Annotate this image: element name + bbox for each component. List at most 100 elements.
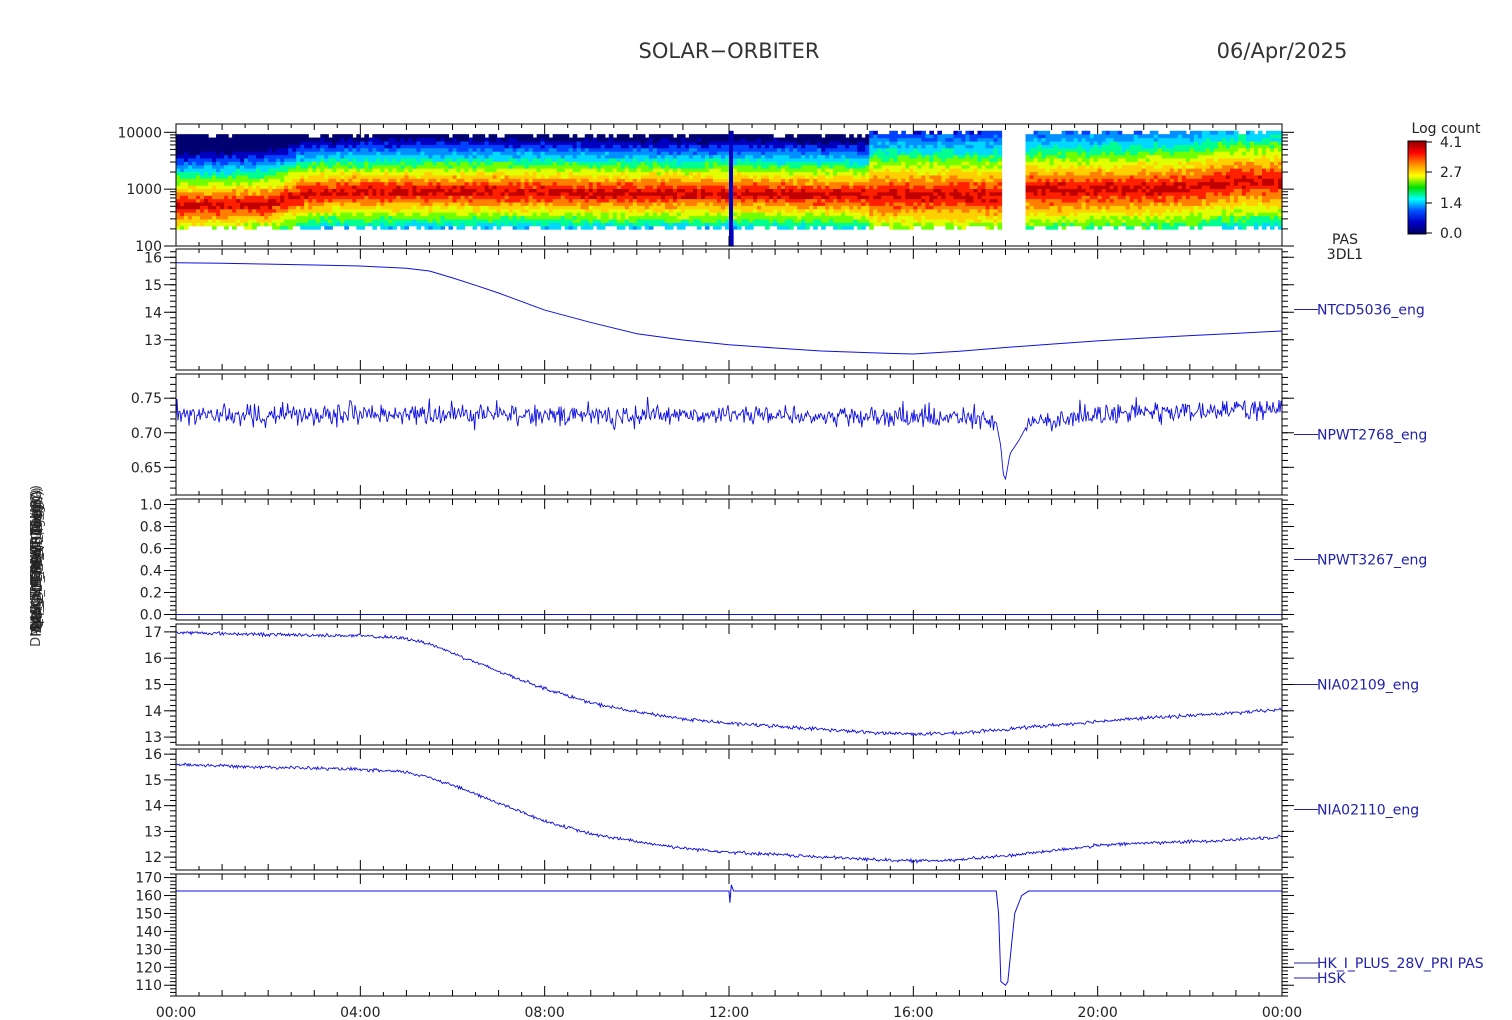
spectrogram-cell: [232, 218, 237, 223]
spectrogram-cell: [196, 151, 201, 156]
spectrogram-cell: [745, 185, 750, 189]
spectrogram-cell: [861, 154, 866, 159]
spectrogram-cell: [492, 188, 498, 193]
spectrogram-cell: [616, 164, 622, 169]
spectrogram-cell: [244, 137, 249, 142]
spectrogram-cell: [656, 154, 662, 159]
spectrogram-cell: [412, 151, 418, 156]
spectrogram-cell: [184, 164, 189, 169]
spectrogram-cell: [272, 201, 277, 206]
spectrogram-cell: [420, 151, 426, 156]
spectrogram-cell: [412, 215, 418, 220]
spectrogram-cell: [556, 157, 562, 162]
spectrogram-cell: [424, 161, 430, 166]
spectrogram-cell: [384, 205, 389, 210]
spectrogram-cell: [220, 164, 225, 169]
spectrogram-cell: [552, 151, 558, 156]
spectrogram-cell: [352, 215, 357, 220]
spectrogram-cell: [556, 161, 562, 166]
spectrogram-cell: [276, 208, 281, 213]
spectrogram-cell: [412, 212, 418, 217]
spectrogram-cell: [456, 140, 462, 145]
spectrogram-cell: [364, 134, 369, 139]
spectrogram-cell: [785, 137, 790, 142]
spectrogram-cell: [853, 181, 858, 186]
spectrogram-cell: [656, 161, 662, 166]
spectrogram-cell: [260, 212, 265, 217]
spectrogram-cell: [616, 212, 622, 217]
spectrogram-cell: [692, 218, 698, 223]
spectrogram-cell: [837, 201, 842, 206]
spectrogram-cell: [388, 154, 393, 159]
spectrogram-cell: [745, 168, 750, 173]
spectrogram-cell: [260, 154, 265, 159]
spectrogram-cell: [524, 208, 530, 213]
spectrogram-cell: [304, 171, 309, 176]
spectrogram-cell: [404, 222, 410, 227]
spectrogram-cell: [260, 147, 265, 152]
spectrogram-cell: [580, 205, 586, 210]
spectrogram-cell: [829, 222, 834, 227]
spectrogram-cell: [540, 195, 546, 200]
spectrogram-cell: [188, 171, 193, 176]
side-axis-label: SWA_EAS_ALT_TEMP: [29, 500, 44, 632]
spectrogram-cell: [584, 178, 590, 183]
spectrogram-cell: [456, 134, 462, 139]
spectrogram-cell: [388, 157, 393, 162]
spectrogram-cell: [777, 201, 782, 206]
spectrogram-cell: [576, 191, 582, 196]
spectrogram-cell: [268, 191, 273, 196]
spectrogram-cell: [468, 222, 474, 227]
spectrogram-cell: [312, 225, 317, 230]
spectrogram-cell: [320, 140, 325, 145]
spectrogram-cell: [588, 147, 594, 152]
spectrogram-cell: [508, 191, 514, 196]
spectrogram-cell: [284, 151, 289, 156]
spectrogram-cell: [540, 215, 546, 220]
spectrogram-cell: [208, 208, 213, 213]
spectrogram-cell: [688, 171, 694, 176]
spectrogram-cell: [312, 151, 317, 156]
spectrogram-cell: [616, 218, 622, 223]
spectrogram-cell: [220, 208, 225, 213]
spectrogram-cell: [532, 168, 538, 173]
spectrogram-cell: [528, 218, 534, 223]
spectrogram-cell: [696, 164, 702, 169]
spectrogram-cell: [388, 178, 393, 183]
spectrogram-cell: [632, 157, 638, 162]
spectrogram-cell: [881, 191, 886, 196]
spectrogram-cell: [504, 168, 510, 173]
spectrogram-cell: [200, 147, 205, 152]
spectrogram-cell: [188, 188, 193, 193]
spectrogram-cell: [196, 178, 201, 183]
spectrogram-cell: [180, 195, 185, 200]
spectrogram-cell: [684, 208, 690, 213]
spectrogram-cell: [288, 154, 293, 159]
spectrogram-cell: [388, 222, 393, 227]
spectrogram-cell: [196, 137, 201, 142]
spectrogram-cell: [825, 168, 830, 173]
spectrogram-cell: [280, 198, 285, 203]
spectrogram-cell: [504, 191, 510, 196]
spectrogram-cell: [548, 208, 554, 213]
spectrogram-cell: [745, 208, 750, 213]
spectrogram-cell: [404, 174, 410, 179]
spectrogram-cell: [724, 137, 730, 142]
spectrogram-cell: [212, 171, 217, 176]
spectrogram-cell: [404, 164, 410, 169]
spectrogram-cell: [568, 195, 574, 200]
spectrogram-cell: [861, 212, 866, 217]
spectrogram-cell: [520, 161, 526, 166]
spectrogram-cell: [316, 181, 321, 186]
spectrogram-cell: [861, 198, 866, 203]
spectrogram-cell: [452, 198, 458, 203]
spectrogram-cell: [889, 137, 894, 142]
spectrogram-cell: [396, 178, 402, 183]
spectrogram-cell: [837, 185, 842, 189]
spectrogram-cell: [837, 208, 842, 213]
spectrogram-cell: [877, 174, 882, 179]
spectrogram-cell: [785, 181, 790, 186]
spectrogram-cell: [492, 154, 498, 159]
spectrogram-cell: [893, 137, 898, 142]
spectrogram-cell: [532, 185, 538, 189]
